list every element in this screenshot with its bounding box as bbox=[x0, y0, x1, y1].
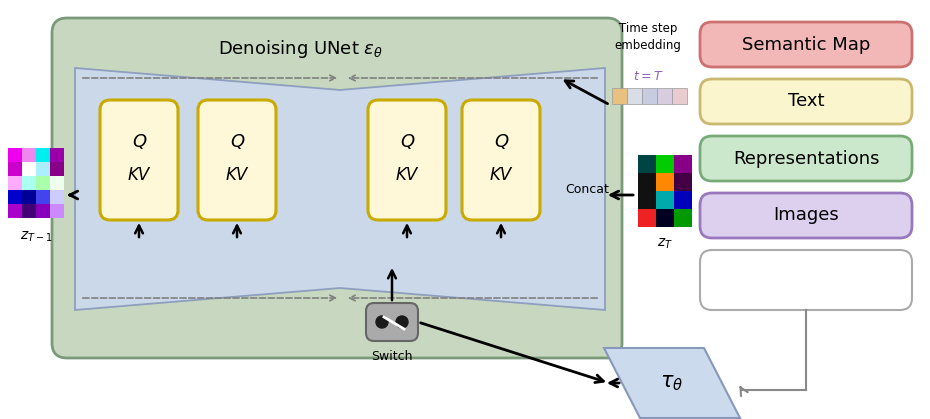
Bar bbox=[657, 88, 672, 104]
Bar bbox=[638, 155, 656, 173]
FancyBboxPatch shape bbox=[700, 136, 912, 181]
Text: Concat: Concat bbox=[565, 183, 609, 196]
Circle shape bbox=[376, 316, 388, 328]
Text: KV: KV bbox=[490, 166, 512, 184]
Text: KV: KV bbox=[128, 166, 150, 184]
Bar bbox=[36, 204, 50, 218]
Bar bbox=[50, 204, 64, 218]
Bar bbox=[638, 209, 656, 227]
Text: KV: KV bbox=[226, 166, 248, 184]
Bar bbox=[638, 191, 656, 209]
Circle shape bbox=[396, 316, 408, 328]
Bar bbox=[656, 209, 674, 227]
Bar bbox=[22, 176, 36, 190]
Bar bbox=[8, 148, 22, 162]
FancyBboxPatch shape bbox=[366, 303, 418, 341]
Bar bbox=[672, 88, 687, 104]
FancyBboxPatch shape bbox=[700, 250, 912, 310]
Bar bbox=[8, 162, 22, 176]
Bar bbox=[8, 176, 22, 190]
Bar bbox=[674, 155, 692, 173]
Bar bbox=[50, 162, 64, 176]
Text: Text: Text bbox=[788, 93, 824, 111]
Bar bbox=[50, 176, 64, 190]
FancyBboxPatch shape bbox=[700, 193, 912, 238]
FancyBboxPatch shape bbox=[100, 100, 178, 220]
Text: $\tau_\theta$: $\tau_\theta$ bbox=[660, 373, 684, 393]
Bar bbox=[642, 88, 657, 104]
Text: Semantic Map: Semantic Map bbox=[742, 36, 870, 54]
Bar bbox=[674, 209, 692, 227]
Text: Images: Images bbox=[773, 207, 839, 225]
Text: $z_{T-1}$: $z_{T-1}$ bbox=[20, 230, 52, 244]
Text: Time step
embedding: Time step embedding bbox=[615, 22, 682, 52]
Text: $t = T$: $t = T$ bbox=[632, 70, 663, 83]
Bar bbox=[36, 148, 50, 162]
Bar bbox=[638, 173, 656, 191]
Bar bbox=[36, 190, 50, 204]
Bar bbox=[674, 173, 692, 191]
Bar bbox=[22, 148, 36, 162]
Text: Q: Q bbox=[494, 133, 508, 151]
FancyBboxPatch shape bbox=[368, 100, 446, 220]
Text: KV: KV bbox=[396, 166, 418, 184]
FancyBboxPatch shape bbox=[52, 18, 622, 358]
FancyBboxPatch shape bbox=[700, 22, 912, 67]
Text: Q: Q bbox=[400, 133, 414, 151]
Bar bbox=[36, 162, 50, 176]
Bar bbox=[656, 191, 674, 209]
FancyBboxPatch shape bbox=[462, 100, 540, 220]
Bar bbox=[8, 190, 22, 204]
Text: Q: Q bbox=[132, 133, 146, 151]
Bar bbox=[22, 162, 36, 176]
FancyBboxPatch shape bbox=[198, 100, 276, 220]
Text: $z_T$: $z_T$ bbox=[657, 237, 673, 251]
Bar bbox=[674, 191, 692, 209]
Text: Switch: Switch bbox=[371, 350, 413, 363]
Text: Q: Q bbox=[230, 133, 244, 151]
Bar bbox=[627, 88, 642, 104]
FancyBboxPatch shape bbox=[700, 79, 912, 124]
Bar bbox=[50, 190, 64, 204]
Bar bbox=[8, 204, 22, 218]
Bar bbox=[656, 155, 674, 173]
Bar bbox=[36, 176, 50, 190]
Polygon shape bbox=[604, 348, 740, 418]
Bar bbox=[22, 190, 36, 204]
Bar bbox=[656, 173, 674, 191]
Bar bbox=[50, 148, 64, 162]
Bar bbox=[612, 88, 627, 104]
Text: Denoising UNet $\varepsilon_\theta$: Denoising UNet $\varepsilon_\theta$ bbox=[218, 38, 382, 60]
Bar bbox=[22, 204, 36, 218]
Text: Representations: Representations bbox=[733, 150, 879, 168]
Polygon shape bbox=[75, 68, 605, 310]
